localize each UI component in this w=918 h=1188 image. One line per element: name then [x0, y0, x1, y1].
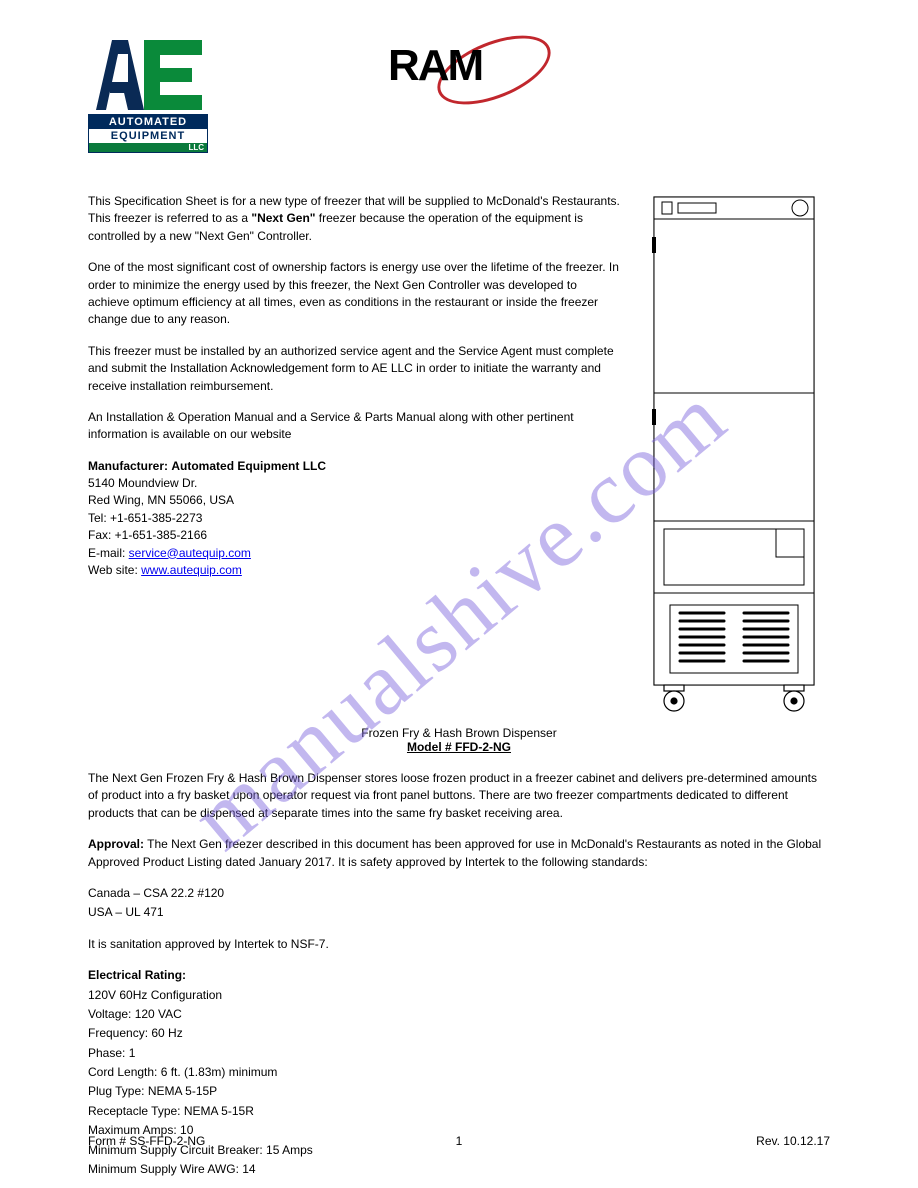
- ae-label-automated: AUTOMATED: [89, 115, 207, 129]
- footer-form-number: Form # SS-FFD-2-NG: [88, 1134, 205, 1148]
- manufacturer-web-label: Web site:: [88, 563, 141, 577]
- footer-revision: Rev. 10.12.17: [756, 1134, 830, 1148]
- logo-ram: RAM: [388, 44, 548, 100]
- manufacturer-block: Manufacturer: Automated Equipment LLC 51…: [88, 458, 620, 580]
- rating-wire: Minimum Supply Wire AWG: 14: [88, 1161, 830, 1178]
- ae-label-equipment: EQUIPMENT: [89, 129, 207, 143]
- manufacturer-web-link[interactable]: www.autequip.com: [141, 563, 242, 577]
- standard-canada: Canada – CSA 22.2 #120: [88, 885, 830, 902]
- approval-body: The Next Gen freezer described in this d…: [88, 837, 821, 868]
- page-number: 1: [456, 1134, 463, 1148]
- freezer-line-drawing-icon: [650, 193, 818, 713]
- rating-frequency: Frequency: 60 Hz: [88, 1025, 830, 1042]
- approval-heading: Approval:: [88, 837, 144, 851]
- title-top: Frozen Fry & Hash Brown Dispenser: [88, 726, 830, 740]
- document-title: Frozen Fry & Hash Brown Dispenser Model …: [88, 726, 830, 754]
- intro-para-3: This freezer must be installed by an aut…: [88, 343, 620, 395]
- rating-cord: Cord Length: 6 ft. (1.83m) minimum: [88, 1064, 830, 1081]
- logo-automated-equipment: AUTOMATED EQUIPMENT LLC: [88, 40, 208, 153]
- header: AUTOMATED EQUIPMENT LLC RAM: [88, 40, 830, 153]
- manufacturer-email-label: E-mail:: [88, 546, 129, 560]
- intro-para-4: An Installation & Operation Manual and a…: [88, 409, 620, 444]
- rating-voltage: Voltage: 120 VAC: [88, 1006, 830, 1023]
- rating-config: 120V 60Hz Configuration: [88, 987, 830, 1004]
- rating-heading-text: Electrical Rating:: [88, 968, 186, 982]
- intro-para-2: One of the most significant cost of owne…: [88, 259, 620, 329]
- intro-p1-strong: "Next Gen": [251, 211, 315, 225]
- manufacturer-name: Automated Equipment LLC: [171, 459, 326, 473]
- description-para: The Next Gen Frozen Fry & Hash Brown Dis…: [88, 770, 830, 822]
- standard-usa: USA – UL 471: [88, 904, 830, 921]
- title-model-label: Model #: [407, 740, 455, 754]
- intro-column: This Specification Sheet is for a new ty…: [88, 193, 620, 718]
- intro-para-1: This Specification Sheet is for a new ty…: [88, 193, 620, 245]
- approval-para: Approval: The Next Gen freezer described…: [88, 836, 830, 871]
- freezer-drawing-column: [650, 193, 830, 718]
- top-content: This Specification Sheet is for a new ty…: [88, 193, 830, 718]
- manufacturer-tel: Tel: +1-651-385-2273: [88, 511, 202, 525]
- sanitation-para: It is sanitation approved by Intertek to…: [88, 936, 830, 953]
- rating-plug: Plug Type: NEMA 5-15P: [88, 1083, 830, 1100]
- manufacturer-email-link[interactable]: service@autequip.com: [129, 546, 251, 560]
- manufacturer-addr1: 5140 Moundview Dr.: [88, 476, 197, 490]
- body-block: The Next Gen Frozen Fry & Hash Brown Dis…: [88, 770, 830, 1178]
- manufacturer-addr2: Red Wing, MN 55066, USA: [88, 493, 234, 507]
- ae-letter-a-icon: [88, 40, 144, 110]
- rating-receptacle: Receptacle Type: NEMA 5-15R: [88, 1103, 830, 1120]
- ae-label-llc: LLC: [89, 143, 207, 152]
- electrical-rating-heading: Electrical Rating:: [88, 967, 830, 984]
- manufacturer-fax: Fax: +1-651-385-2166: [88, 528, 207, 542]
- page: manualshive.com: [0, 0, 918, 1188]
- manufacturer-label: Manufacturer:: [88, 459, 168, 473]
- ae-letter-e-icon: [144, 40, 208, 110]
- title-model-value: FFD-2-NG: [455, 740, 511, 754]
- ram-text: RAM: [388, 44, 548, 88]
- rating-phase: Phase: 1: [88, 1045, 830, 1062]
